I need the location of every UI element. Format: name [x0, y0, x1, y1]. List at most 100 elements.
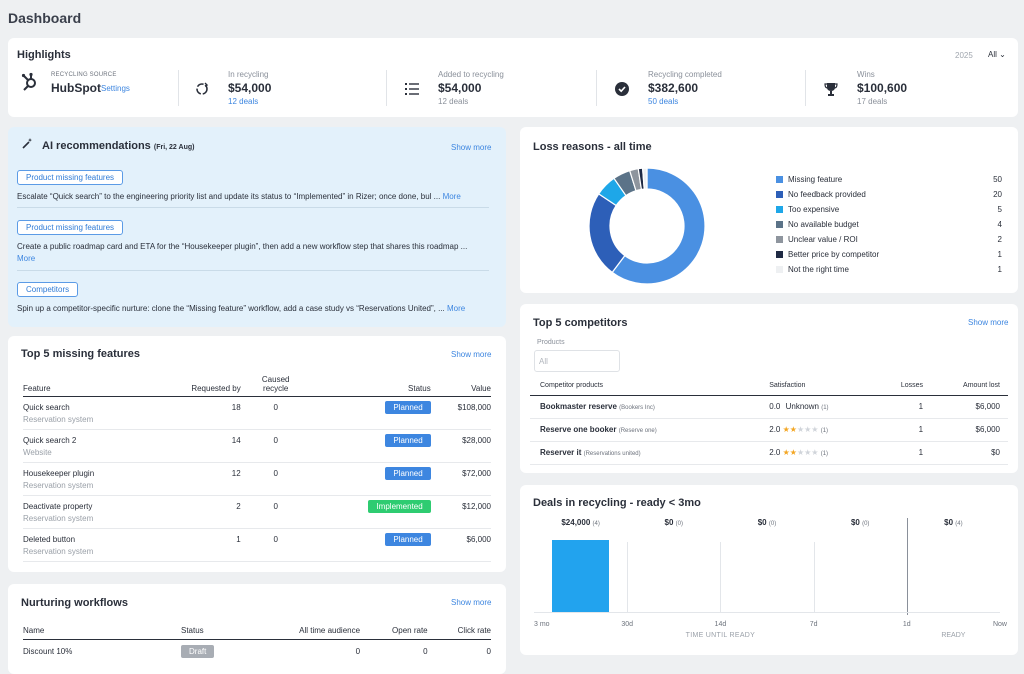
table-row[interactable]: Reserve one booker (Reserve one) 2.0 ★★★★… [530, 418, 1008, 442]
settings-link[interactable]: Settings [101, 84, 130, 93]
legend-label: Better price by competitor [788, 250, 880, 259]
products-select[interactable]: All [534, 350, 620, 372]
table-row[interactable]: Reserver it (Reservations united) 2.0 ★★★… [530, 441, 1008, 465]
table-row[interactable]: Bookmaster reserve (Bookers Inc) 0.0 Unkn… [530, 395, 1008, 419]
star-icon: ★ [804, 425, 812, 434]
recommendation-item: Product missing features Escalate “Quick… [17, 167, 489, 203]
missing-features-title: Top 5 missing features [21, 348, 140, 360]
col-losses[interactable]: Losses [881, 378, 924, 396]
legend-item[interactable]: No available budget 4 [776, 220, 1002, 229]
recommendation-tag[interactable]: Product missing features [17, 170, 124, 185]
col-feature[interactable]: Feature [23, 370, 152, 397]
legend-swatch [776, 191, 783, 199]
ai-show-more-link[interactable]: Show more [451, 143, 492, 152]
competitors-show-more-link[interactable]: Show more [968, 318, 1009, 327]
nurturing-show-more-link[interactable]: Show more [451, 598, 492, 607]
review-count: (1) [820, 451, 829, 457]
nurturing-table: Name Status All time audience Open rate … [23, 626, 491, 663]
recommendation-more-link[interactable]: More [446, 304, 466, 313]
legend-item[interactable]: Not the right time 1 [776, 265, 1002, 274]
star-icon: ★ [789, 448, 797, 457]
stat-count-link[interactable]: 50 deals [648, 97, 679, 106]
col-amount-lost[interactable]: Amount lost [923, 378, 1008, 396]
table-row[interactable]: Deactivate property Reservation system 2 0 I… [23, 495, 491, 529]
satisfaction-unknown: Unknown [785, 402, 819, 411]
table-row[interactable]: Deleted button Reservation system 1 0 Planne… [23, 528, 491, 562]
deals-title: Deals in recycling - ready < 3mo [533, 497, 701, 509]
recommendation-more-link[interactable]: More [442, 192, 461, 201]
table-row[interactable]: Housekeeper plugin Reservation system 12 0 P… [23, 462, 491, 496]
donut-slice[interactable] [641, 167, 648, 190]
table-row[interactable]: Discount 10% Draft 0 0 0 [23, 639, 491, 663]
star-icon: ★ [811, 425, 819, 434]
recommendation-more-link[interactable]: More [17, 254, 36, 263]
col-caused[interactable]: Caused recycle [240, 370, 311, 397]
stat-in-recycling: In recycling $54,000 12 deals [228, 70, 271, 106]
bar-count: (0) [862, 521, 870, 527]
legend-item[interactable]: Unclear value / ROI 2 [776, 235, 1002, 244]
column-divider [906, 518, 908, 615]
satisfaction-score: 2.0 [769, 448, 781, 457]
stat-count-link[interactable]: 12 deals [228, 97, 259, 106]
table-row[interactable]: Quick search 2 Website 14 0 Planned $28,000 [23, 429, 491, 463]
col-value[interactable]: Value [430, 370, 491, 397]
divider [805, 70, 806, 106]
legend-item[interactable]: Better price by competitor 1 [776, 250, 1002, 259]
col-product[interactable]: Competitor products [530, 378, 770, 396]
legend-label: Too expensive [788, 205, 840, 214]
recycle-icon [196, 82, 209, 95]
competitors-table: Competitor products Satisfaction Losses … [530, 378, 1008, 465]
legend-item[interactable]: No feedback provided 20 [776, 190, 1002, 199]
period-filter-value: All [988, 50, 997, 59]
col-satisfaction[interactable]: Satisfaction [769, 378, 882, 396]
recommendation-tag[interactable]: Competitors [17, 282, 79, 297]
legend-count: 2 [997, 235, 1002, 244]
legend-swatch [776, 266, 783, 274]
ready-label: READY [941, 632, 966, 639]
requested-count: 2 [151, 495, 241, 529]
star-icon: ★ [782, 448, 790, 457]
review-count: (1) [820, 428, 829, 434]
feature-product: Reservation system [23, 546, 94, 556]
stat-count: 17 deals [857, 97, 888, 106]
legend-item[interactable]: Too expensive 5 [776, 205, 1002, 214]
col-audience[interactable]: All time audience [244, 626, 361, 640]
bar-amount: $0 [944, 518, 954, 527]
requested-count: 12 [151, 462, 241, 496]
col-open-rate[interactable]: Open rate [360, 626, 428, 640]
bar-amount: $24,000 [561, 518, 591, 527]
feature-value: $28,000 [430, 429, 491, 463]
divider [17, 270, 489, 271]
competitor-name: Reserve one booker [540, 425, 617, 434]
deal-bar[interactable] [552, 540, 610, 612]
status-badge: Draft [181, 644, 215, 658]
legend-count: 1 [997, 265, 1002, 274]
feature-name: Quick search [23, 402, 70, 412]
year-label: 2025 [955, 51, 973, 60]
competitor-company: (Reserve one) [618, 428, 657, 434]
col-click-rate[interactable]: Click rate [427, 626, 491, 640]
stat-wins: Wins $100,600 17 deals [857, 70, 907, 106]
col-requested[interactable]: Requested by [151, 370, 241, 397]
column-divider [720, 542, 722, 612]
bar-value-label: $0 (0) [720, 518, 813, 527]
legend-item[interactable]: Missing feature 50 [776, 175, 1002, 184]
status-badge: Planned [385, 532, 431, 546]
col-status[interactable]: Status [310, 370, 431, 397]
recommendation-tag[interactable]: Product missing features [17, 220, 124, 235]
col-status[interactable]: Status [181, 626, 245, 640]
table-row[interactable]: Quick search Reservation system 18 0 Planned… [23, 396, 491, 430]
feature-value: $72,000 [430, 462, 491, 496]
source-name: HubSpot [51, 81, 101, 95]
loss-reasons-donut-chart [588, 167, 706, 285]
period-filter[interactable]: All ⌄ [988, 50, 1006, 59]
donut-slice[interactable] [611, 167, 706, 285]
donut-slice[interactable] [588, 193, 626, 274]
feature-name: Deactivate property [23, 501, 93, 511]
missing-show-more-link[interactable]: Show more [451, 350, 492, 359]
bar-amount: $0 [850, 518, 860, 527]
star-icon: ★ [789, 425, 797, 434]
deals-in-recycling-card: Deals in recycling - ready < 3mo $24,000… [520, 485, 1018, 655]
open-rate-value: 0 [423, 646, 428, 656]
col-name[interactable]: Name [23, 626, 181, 640]
